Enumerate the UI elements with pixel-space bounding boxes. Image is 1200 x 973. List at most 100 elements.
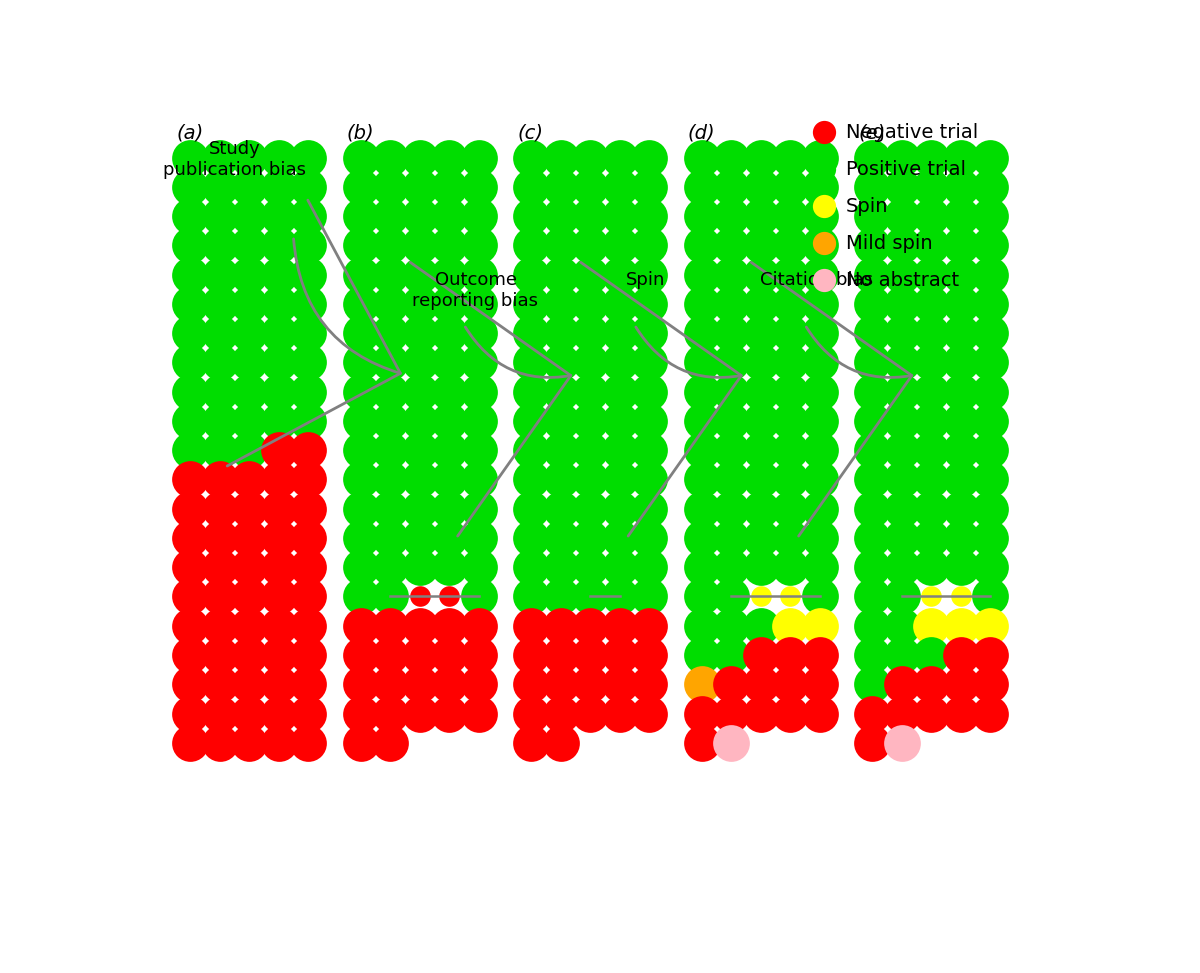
Point [980, 705, 1000, 721]
Point [922, 472, 941, 487]
Point [522, 530, 541, 546]
Point [269, 735, 288, 750]
Point [980, 414, 1000, 429]
Point [469, 705, 488, 721]
Point [551, 325, 570, 341]
Point [240, 414, 259, 429]
Point [551, 296, 570, 311]
Point [780, 443, 799, 458]
Point [269, 589, 288, 604]
Point [780, 267, 799, 282]
Point [892, 647, 911, 663]
Point [469, 208, 488, 224]
Point [352, 647, 371, 663]
Point [410, 472, 430, 487]
Point [551, 530, 570, 546]
Point [692, 530, 712, 546]
Point [780, 647, 799, 663]
Point [640, 559, 659, 575]
Point [581, 443, 600, 458]
Point [352, 208, 371, 224]
Point [692, 237, 712, 253]
Point [952, 676, 971, 692]
Point [522, 179, 541, 195]
Point [692, 618, 712, 633]
Point [210, 325, 229, 341]
Point [299, 676, 318, 692]
Point [640, 472, 659, 487]
Point [640, 530, 659, 546]
Point [210, 676, 229, 692]
Point [922, 618, 941, 633]
Point [380, 414, 400, 429]
Point [210, 735, 229, 750]
Point [299, 735, 318, 750]
Point [780, 705, 799, 721]
Point [522, 296, 541, 311]
Point [892, 179, 911, 195]
Point [640, 705, 659, 721]
Point [410, 325, 430, 341]
Point [721, 589, 740, 604]
Text: (c): (c) [517, 124, 544, 142]
Point [522, 384, 541, 400]
Point [240, 618, 259, 633]
Point [469, 237, 488, 253]
Point [610, 384, 629, 400]
Point [522, 237, 541, 253]
Point [581, 530, 600, 546]
Point [551, 559, 570, 575]
Point [863, 589, 882, 604]
Text: No abstract: No abstract [846, 270, 959, 290]
Point [269, 208, 288, 224]
Point [640, 589, 659, 604]
Point [410, 618, 430, 633]
Point [410, 443, 430, 458]
Point [721, 208, 740, 224]
Point [551, 676, 570, 692]
Point [721, 443, 740, 458]
Point [892, 414, 911, 429]
Point [439, 208, 458, 224]
Point [610, 237, 629, 253]
Point [469, 150, 488, 165]
Point [352, 501, 371, 517]
Point [210, 589, 229, 604]
Point [810, 296, 829, 311]
Point [439, 267, 458, 282]
Point [892, 472, 911, 487]
Point [922, 179, 941, 195]
Point [692, 267, 712, 282]
Point [751, 384, 770, 400]
Point [380, 705, 400, 721]
Point [780, 676, 799, 692]
Point [780, 150, 799, 165]
Point [410, 647, 430, 663]
Point [551, 589, 570, 604]
Point [210, 384, 229, 400]
Point [610, 296, 629, 311]
Point [922, 384, 941, 400]
Point [751, 472, 770, 487]
Point [810, 530, 829, 546]
Point [439, 530, 458, 546]
Point [581, 618, 600, 633]
Point [551, 354, 570, 370]
Point [240, 384, 259, 400]
Point [410, 179, 430, 195]
Point [581, 384, 600, 400]
Point [240, 530, 259, 546]
Point [892, 325, 911, 341]
Point [863, 530, 882, 546]
Point [922, 501, 941, 517]
Point [240, 589, 259, 604]
Point [210, 530, 229, 546]
Point [269, 296, 288, 311]
Point [210, 179, 229, 195]
Point [352, 735, 371, 750]
Point [780, 354, 799, 370]
Point [299, 150, 318, 165]
Point [181, 296, 200, 311]
Point [751, 589, 770, 604]
Point [640, 150, 659, 165]
